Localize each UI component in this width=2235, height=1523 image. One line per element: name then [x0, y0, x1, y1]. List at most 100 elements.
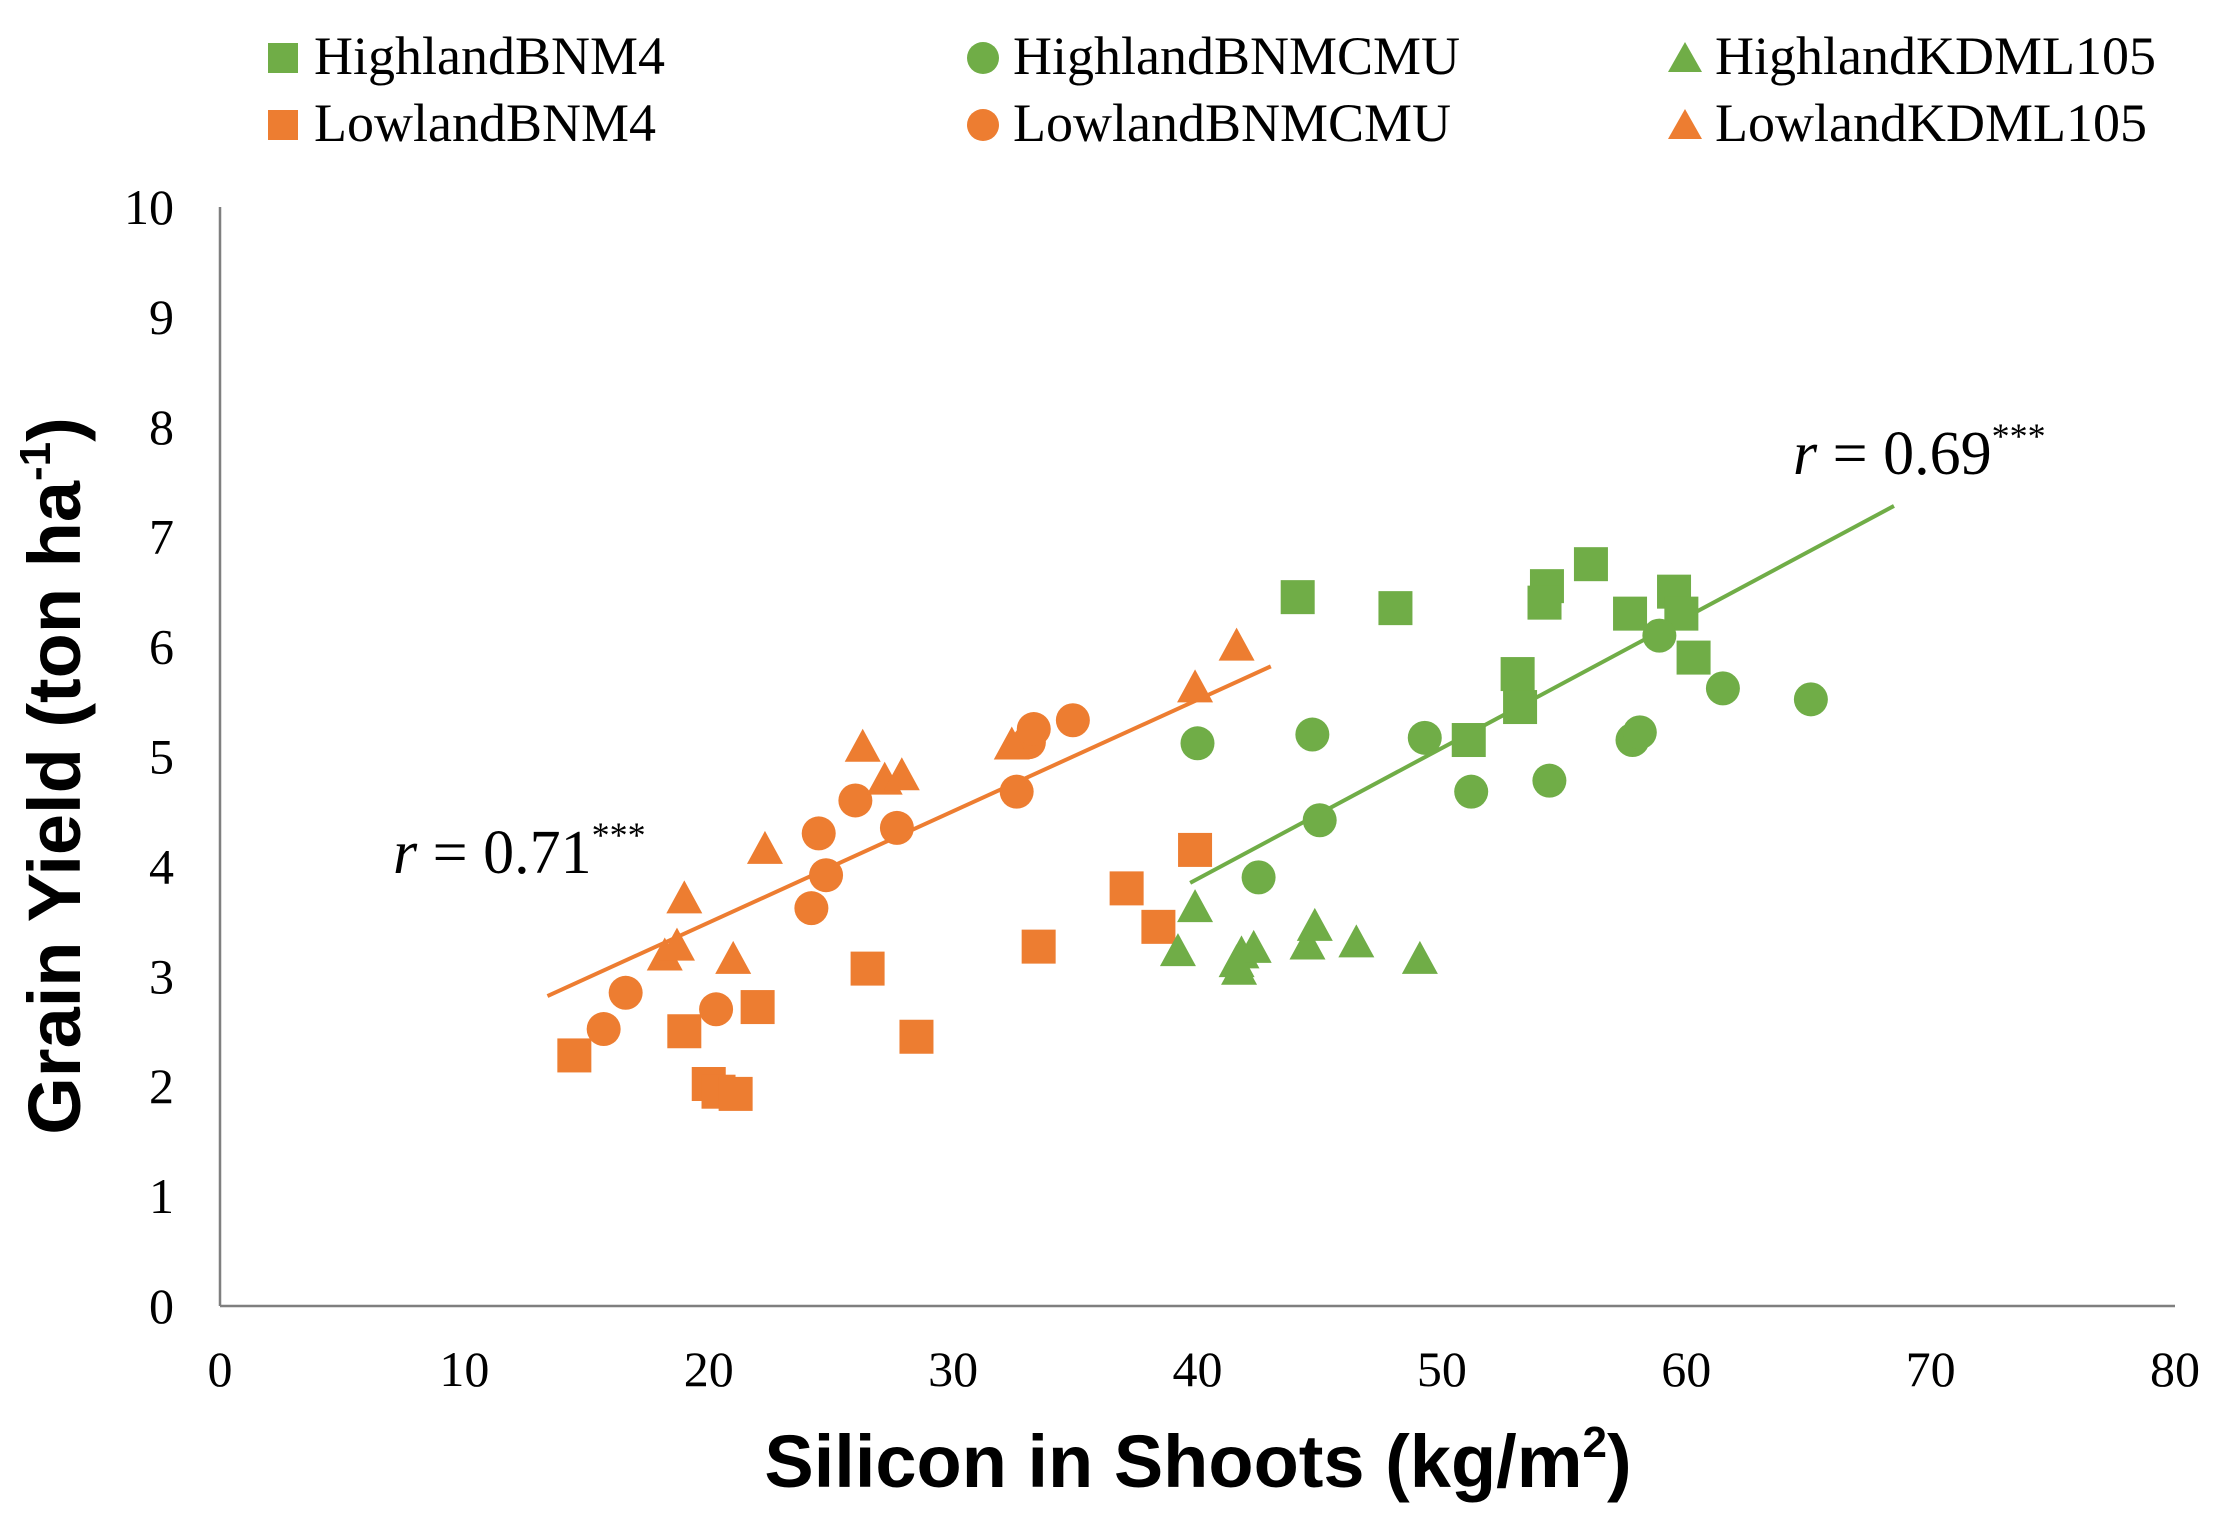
- y-tick-label: 0: [149, 1278, 174, 1334]
- point-lowlandkdml105: [746, 830, 783, 864]
- legend-marker-square-green: [268, 43, 298, 73]
- point-lowlandbnmcmu: [608, 975, 643, 1010]
- point-lowlandbnmcmu: [999, 774, 1034, 809]
- x-tick-label: 80: [2150, 1341, 2200, 1397]
- legend-label: LowlandBNMCMU: [1013, 93, 1451, 153]
- point-highlandbnm4: [1500, 657, 1535, 692]
- point-lowlandbnmcmu: [1016, 712, 1051, 747]
- point-highlandkdml105: [1159, 933, 1196, 967]
- point-highlandbnmcmu: [1407, 720, 1442, 755]
- legend-item-highland-bnmcmu: HighlandBNMCMU: [967, 26, 1460, 86]
- y-tick-label: 4: [149, 838, 174, 894]
- annotation-r-value: = 0.69: [1817, 420, 1991, 488]
- point-highlandbnmcmu: [1302, 803, 1337, 838]
- x-tick-label: 20: [684, 1341, 734, 1397]
- point-highlandbnm4: [1613, 596, 1648, 631]
- x-tick-label: 10: [439, 1341, 489, 1397]
- y-axis-title-superscript: -1: [11, 442, 60, 481]
- point-lowlandbnm4: [718, 1076, 753, 1111]
- x-tick-label: 60: [1661, 1341, 1711, 1397]
- point-lowlandkdml105: [993, 726, 1030, 760]
- x-axis-title-superscript: 2: [1583, 1418, 1607, 1467]
- point-lowlandkdml105: [715, 940, 752, 974]
- point-lowlandbnm4: [1109, 871, 1144, 906]
- y-tick-label: 3: [149, 948, 174, 1004]
- y-tick-label: 6: [149, 619, 174, 675]
- x-tick-label: 70: [1906, 1341, 1956, 1397]
- point-lowlandbnmcmu: [838, 783, 873, 818]
- point-lowlandkdml105: [844, 728, 881, 762]
- legend-marker-triangle-orange: [1668, 109, 1702, 139]
- y-tick-label: 1: [149, 1168, 174, 1224]
- point-lowlandbnm4: [557, 1038, 592, 1073]
- y-tick-label: 8: [149, 399, 174, 455]
- legend-marker-circle-green: [967, 42, 999, 74]
- point-lowlandbnmcmu: [699, 992, 734, 1027]
- point-lowlandbnmcmu: [879, 810, 914, 845]
- point-highlandbnmcmu: [1622, 715, 1657, 750]
- legend-item-highland-kdml105: HighlandKDML105: [1668, 26, 2156, 86]
- point-highlandbnmcmu: [1705, 671, 1740, 706]
- legend-item-lowland-bnm4: LowlandBNM4: [268, 93, 656, 153]
- point-lowlandbnmcmu: [809, 858, 844, 893]
- annotation-r-italic: r: [393, 819, 418, 887]
- point-lowlandbnmcmu: [586, 1012, 621, 1047]
- x-tick-label: 30: [928, 1341, 978, 1397]
- point-highlandbnm4: [1676, 640, 1711, 675]
- legend-item-highland-bnm4: HighlandBNM4: [268, 26, 665, 86]
- y-tick-label: 10: [124, 179, 174, 235]
- point-lowlandbnm4: [1178, 832, 1213, 867]
- point-lowlandkdml105: [883, 757, 920, 791]
- legend-label: LowlandBNM4: [314, 93, 656, 153]
- point-highlandbnmcmu: [1241, 860, 1276, 895]
- legend-marker-square-orange: [268, 110, 298, 140]
- point-lowlandbnm4: [899, 1019, 934, 1054]
- point-highlandbnm4: [1451, 723, 1486, 758]
- point-highlandbnmcmu: [1180, 726, 1215, 761]
- y-tick-label: 9: [149, 289, 174, 345]
- point-lowlandbnm4: [667, 1014, 702, 1049]
- y-tick-label: 2: [149, 1058, 174, 1114]
- point-highlandbnmcmu: [1793, 682, 1828, 717]
- point-lowlandbnmcmu: [794, 891, 829, 926]
- point-highlandbnmcmu: [1642, 618, 1677, 653]
- y-axis-title-end: ): [13, 417, 96, 442]
- point-highlandbnmcmu: [1532, 763, 1567, 798]
- point-highlandkdml105: [1177, 889, 1214, 923]
- trendline-highland: [1189, 504, 1895, 885]
- legend-item-lowland-kdml105: LowlandKDML105: [1668, 93, 2147, 153]
- point-highlandbnm4: [1503, 690, 1538, 725]
- point-highlandkdml105: [1296, 907, 1333, 941]
- x-tick-labels: 0 10 20 30 40 50 60 70 80: [208, 1341, 2201, 1397]
- point-highlandbnmcmu: [1295, 717, 1330, 752]
- annotation-lowland-r: r = 0.71***: [393, 815, 646, 887]
- point-lowlandbnm4: [740, 990, 775, 1025]
- x-axis-title-end: ): [1607, 1420, 1632, 1503]
- x-axis-title: Silicon in Shoots (kg/m2): [764, 1418, 1631, 1503]
- legend-label: HighlandBNMCMU: [1013, 26, 1460, 86]
- point-highlandbnmcmu: [1454, 774, 1489, 809]
- point-lowlandbnmcmu: [801, 816, 836, 851]
- x-tick-label: 0: [208, 1341, 233, 1397]
- point-lowlandkdml105: [1177, 669, 1214, 703]
- legend-marker-triangle-green: [1668, 42, 1702, 72]
- annotation-highland-r: r = 0.69***: [1793, 416, 2046, 488]
- point-highlandkdml105: [1235, 929, 1272, 963]
- annotation-significance: ***: [592, 815, 646, 855]
- annotation-r-value: = 0.71: [417, 819, 591, 887]
- legend: HighlandBNM4 LowlandBNM4 HighlandBNMCMU …: [268, 26, 2156, 153]
- annotation-r-italic: r: [1793, 420, 1818, 488]
- y-tick-labels: 0 1 2 3 4 5 6 7 8 9 10: [124, 179, 174, 1334]
- point-highlandkdml105: [1221, 951, 1258, 985]
- x-tick-label: 40: [1173, 1341, 1223, 1397]
- x-tick-label: 50: [1417, 1341, 1467, 1397]
- legend-label: LowlandKDML105: [1715, 93, 2147, 153]
- point-lowlandbnm4: [1021, 929, 1056, 964]
- point-lowlandbnmcmu: [1055, 703, 1090, 738]
- point-highlandbnm4: [1378, 591, 1413, 626]
- point-lowlandbnm4: [1141, 909, 1176, 944]
- y-axis-title: Grain Yield (ton ha-1): [11, 417, 96, 1135]
- point-lowlandkdml105: [1218, 627, 1255, 661]
- point-highlandbnm4: [1573, 547, 1608, 582]
- legend-marker-circle-orange: [967, 109, 999, 141]
